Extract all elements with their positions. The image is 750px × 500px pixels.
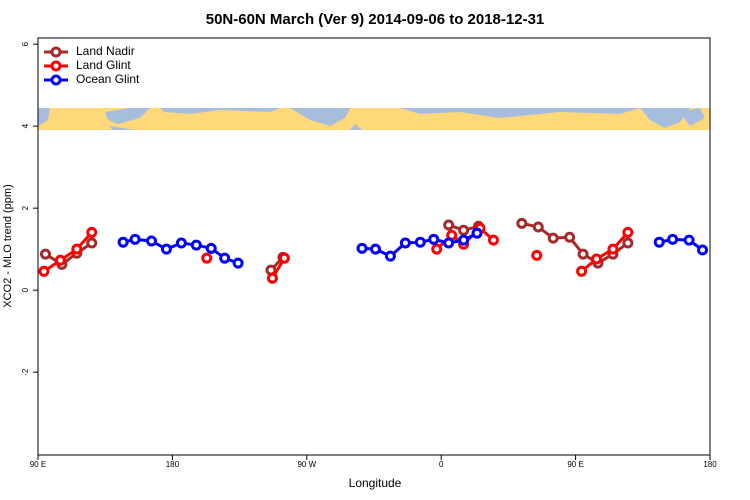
data-point: [278, 252, 290, 264]
x-tick-label: 90 E: [30, 460, 46, 469]
data-point: [356, 242, 368, 254]
data-point: [384, 250, 396, 262]
series-line: [43, 226, 629, 280]
data-point: [576, 265, 588, 277]
data-point: [145, 235, 157, 247]
data-point: [54, 254, 66, 266]
data-point: [201, 252, 213, 264]
data-point: [414, 236, 426, 248]
data-point: [591, 253, 603, 265]
data-point: [431, 243, 443, 255]
data-point: [205, 242, 217, 254]
plot-frame: [37, 37, 711, 456]
x-tick-label: 180: [166, 460, 180, 469]
y-tick-label: 2: [21, 205, 30, 210]
y-axis-label: XCO2 - MLO trend (ppm): [2, 184, 14, 307]
data-point: [39, 248, 51, 260]
data-point: [458, 224, 470, 236]
data-point: [428, 233, 440, 245]
y-tick-label: 0: [21, 287, 30, 292]
y-tick-label: 4: [21, 123, 30, 128]
data-point: [369, 243, 381, 255]
legend-label: Land Glint: [76, 58, 131, 72]
data-point: [232, 257, 244, 269]
data-point: [266, 272, 278, 284]
data-point: [86, 237, 98, 249]
y-tick-label: 6: [21, 41, 30, 46]
x-tick-label: 90 W: [297, 460, 316, 469]
data-point: [607, 243, 619, 255]
data-point: [667, 233, 679, 245]
data-point: [531, 249, 543, 261]
data-point: [471, 227, 483, 239]
data-point: [577, 248, 589, 260]
data-point: [547, 232, 559, 244]
x-tick-label: 90 E: [567, 460, 583, 469]
data-point: [487, 234, 499, 246]
x-axis-label: Longitude: [349, 476, 402, 490]
data-point: [683, 234, 695, 246]
data-point: [219, 252, 231, 264]
data-point: [653, 236, 665, 248]
data-point: [399, 237, 411, 249]
data-point: [38, 265, 50, 277]
legend-marker: [50, 74, 62, 86]
data-point: [129, 233, 141, 245]
data-point: [532, 221, 544, 233]
data-point: [458, 234, 470, 246]
data-point: [117, 236, 129, 248]
data-point: [443, 237, 455, 249]
map-strip: [38, 108, 710, 130]
y-tick-label: -2: [21, 368, 30, 376]
map-land: [38, 108, 705, 130]
data-point: [160, 243, 172, 255]
series-line: [44, 221, 629, 272]
data-point: [265, 264, 277, 276]
data-point: [697, 244, 709, 256]
legend-label: Land Nadir: [76, 44, 135, 58]
data-point: [564, 231, 576, 243]
data-point: [516, 217, 528, 229]
data-point: [190, 239, 202, 251]
data-point: [71, 243, 83, 255]
legend-label: Ocean Glint: [76, 72, 140, 86]
data-point: [622, 226, 634, 238]
legend-marker: [50, 46, 62, 58]
x-tick-label: 0: [439, 460, 444, 469]
data-point: [86, 226, 98, 238]
data-point: [175, 237, 187, 249]
data-point: [622, 237, 634, 249]
chart-title: 50N-60N March (Ver 9) 2014-09-06 to 2018…: [206, 11, 545, 28]
x-tick-label: 180: [703, 460, 717, 469]
legend-marker: [50, 60, 62, 72]
data-point: [443, 219, 455, 231]
